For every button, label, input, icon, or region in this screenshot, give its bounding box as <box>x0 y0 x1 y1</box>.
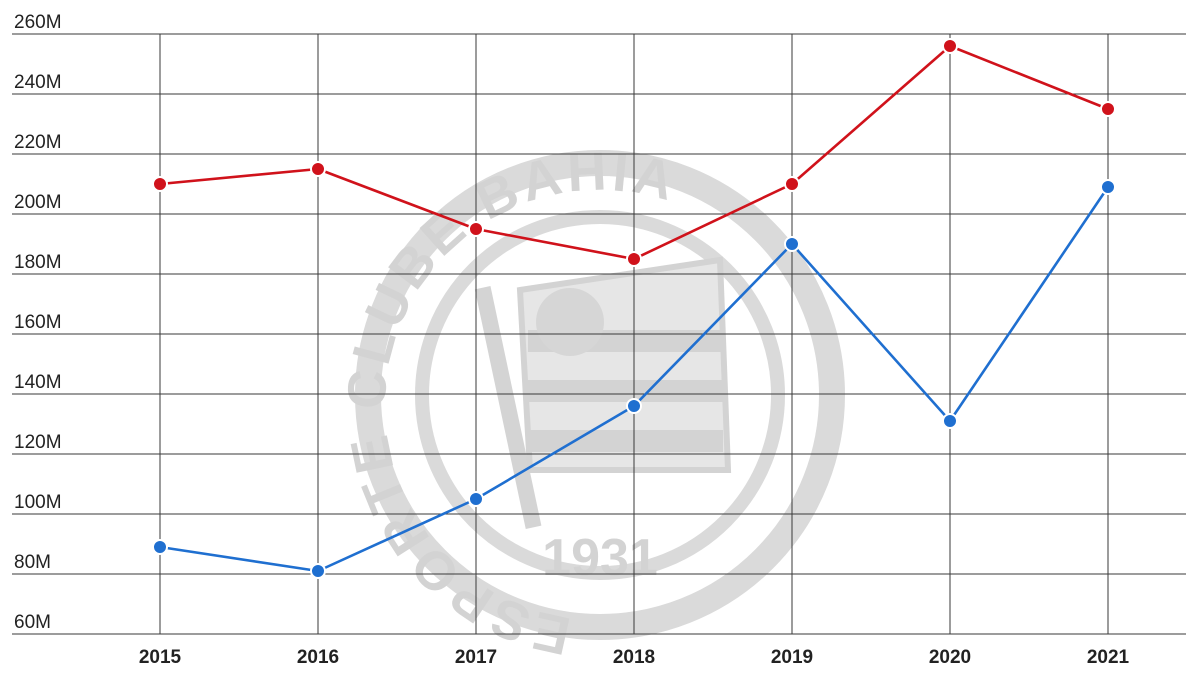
crest-year: 1931 <box>542 529 658 587</box>
data-point <box>1100 101 1116 117</box>
x-tick-label: 2017 <box>455 647 497 668</box>
data-point <box>626 398 642 414</box>
y-tick-label: 100M <box>14 492 62 513</box>
gridlines <box>12 33 1186 635</box>
y-tick-label: 160M <box>14 312 62 333</box>
x-axis-tick-labels: 2015 2016 2017 2018 2019 2020 2021 <box>139 647 1130 668</box>
data-point <box>310 161 326 177</box>
x-tick-label: 2018 <box>613 647 655 668</box>
data-point <box>626 251 642 267</box>
x-tick-label: 2016 <box>297 647 339 668</box>
y-axis-tick-labels: 260M 240M 220M 200M 180M 160M 140M 120M 100M 80M 6… <box>14 12 62 633</box>
y-tick-label: 180M <box>14 252 62 273</box>
data-point <box>784 176 800 192</box>
data-point <box>152 539 168 555</box>
y-tick-label: 260M <box>14 12 62 33</box>
data-point <box>942 38 958 54</box>
x-tick-label: 2019 <box>771 647 813 668</box>
y-tick-label: 240M <box>14 72 62 93</box>
y-tick-label: 220M <box>14 132 62 153</box>
flag-icon <box>474 256 732 529</box>
y-tick-label: 80M <box>14 552 51 573</box>
series-layer <box>152 38 1116 579</box>
data-point <box>152 176 168 192</box>
data-point <box>942 413 958 429</box>
data-point <box>468 491 484 507</box>
data-point <box>468 221 484 237</box>
data-point <box>310 563 326 579</box>
data-point <box>1100 179 1116 195</box>
x-tick-label: 2020 <box>929 647 971 668</box>
y-tick-label: 120M <box>14 432 62 453</box>
y-tick-label: 140M <box>14 372 62 393</box>
x-tick-label: 2021 <box>1087 647 1130 668</box>
x-tick-label: 2015 <box>139 647 182 668</box>
club-crest-watermark: ESPORTE CLUBE BAHIA 1931 <box>336 141 845 666</box>
y-tick-label: 60M <box>14 612 51 633</box>
y-tick-label: 200M <box>14 192 62 213</box>
data-point <box>784 236 800 252</box>
